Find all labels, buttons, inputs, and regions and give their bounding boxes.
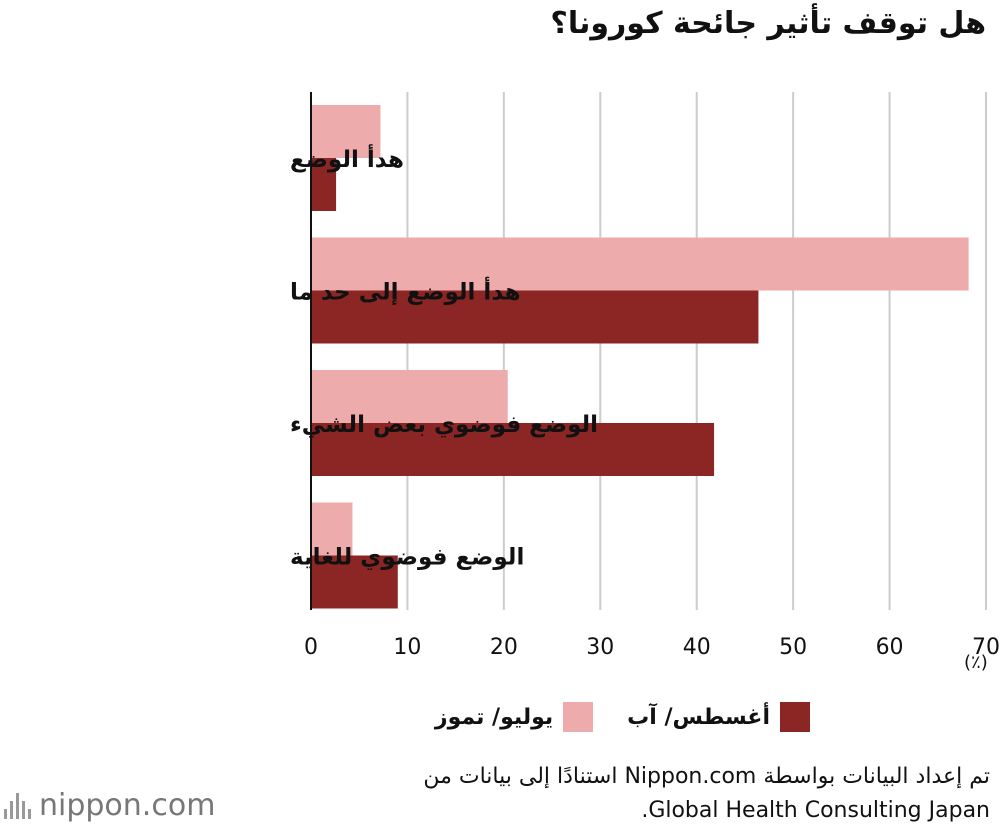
legend-item-august: أغسطس/ آب <box>627 702 810 732</box>
logo-text: nippon.com <box>39 788 216 823</box>
bar-july <box>311 105 381 158</box>
legend-label-july: يوليو/ تموز <box>434 704 554 730</box>
category-label: هدأ الوضع <box>290 143 404 173</box>
legend: أغسطس/ آب يوليو/ تموز <box>430 700 810 734</box>
source-line-2: Global Health Consulting Japan. <box>641 798 990 823</box>
category-label: هدأ الوضع إلى حد ما <box>290 276 521 306</box>
source-line-1: تم إعداد البيانات بواسطة Nippon.com استن… <box>423 764 990 789</box>
axis-unit-label: (٪) <box>964 652 988 673</box>
category-label: الوضع فوضوي للغاية <box>290 545 524 571</box>
bar-august <box>311 158 337 211</box>
x-tick-label: 0 <box>304 635 318 660</box>
x-tick-label: 60 <box>876 635 904 660</box>
x-tick-label: 50 <box>779 635 807 660</box>
x-tick-label: 20 <box>490 635 518 660</box>
legend-label-august: أغسطس/ آب <box>627 704 770 730</box>
logo-bars-icon <box>4 792 31 819</box>
chart-title: هل توقف تأثير جائحة كورونا؟ <box>550 6 986 41</box>
x-tick-label: 70 <box>972 635 1000 660</box>
x-tick-label: 10 <box>393 635 421 660</box>
bar-july <box>311 502 353 556</box>
bar-july <box>311 370 508 423</box>
x-tick-label: 40 <box>683 635 711 660</box>
bar-august <box>311 555 398 609</box>
source-note: تم إعداد البيانات بواسطة Nippon.com استن… <box>350 760 990 828</box>
legend-item-july: يوليو/ تموز <box>434 702 594 732</box>
nippon-logo: nippon.com <box>4 788 215 823</box>
bar-august <box>311 423 715 476</box>
bar-july <box>311 237 969 291</box>
legend-swatch-july <box>563 702 594 732</box>
category-label: الوضع فوضوي بعض الشيء <box>290 412 598 438</box>
bar-august <box>311 290 759 344</box>
x-tick-label: 30 <box>586 635 614 660</box>
legend-swatch-august <box>780 702 810 732</box>
